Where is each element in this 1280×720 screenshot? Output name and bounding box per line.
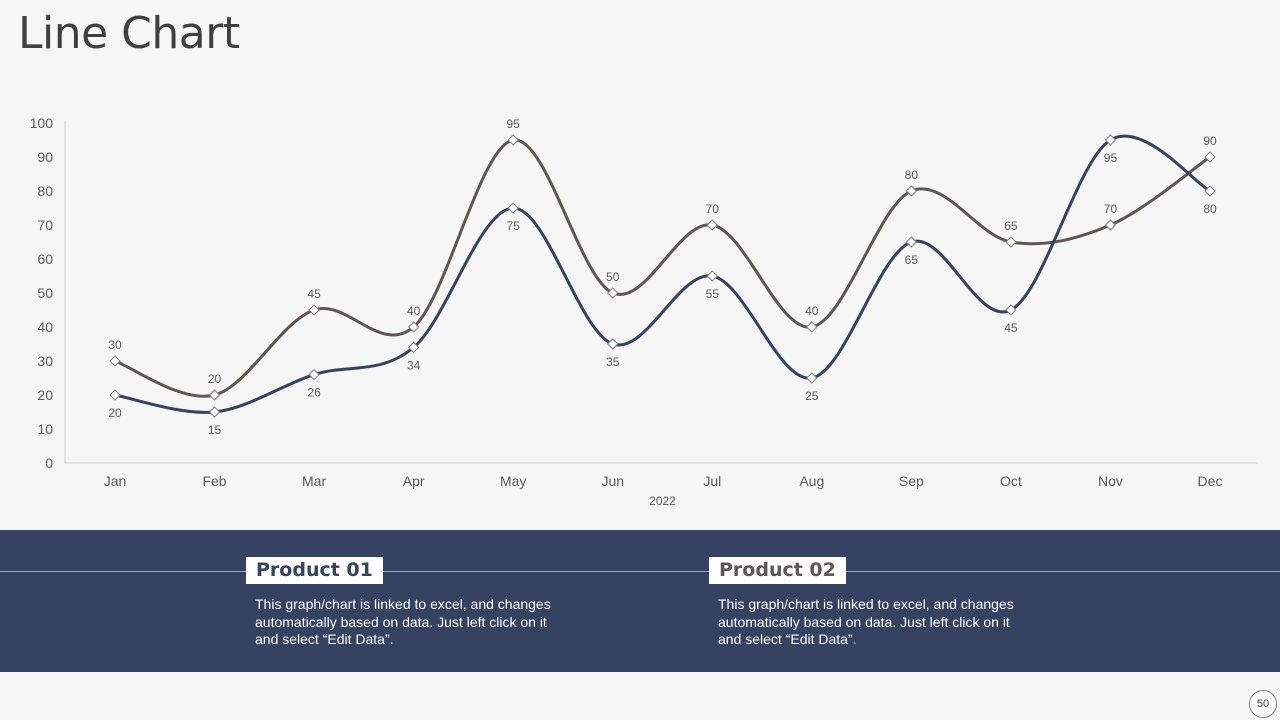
data-point-marker (1204, 185, 1216, 197)
y-tick-label: 50 (37, 285, 53, 301)
data-label: 80 (905, 168, 919, 182)
x-tick-label: Aug (799, 473, 824, 489)
product-01-label: Product 01 (246, 557, 383, 584)
x-tick-label: Mar (302, 473, 326, 489)
data-point-marker (507, 202, 519, 214)
data-label: 55 (706, 287, 720, 301)
data-label: 45 (1004, 321, 1018, 335)
data-point-marker (507, 134, 519, 146)
y-tick-label: 30 (37, 353, 53, 369)
data-label: 25 (805, 389, 819, 403)
data-point-marker (607, 338, 619, 350)
y-tick-label: 90 (37, 149, 53, 165)
data-point-marker (706, 219, 718, 231)
data-label: 90 (1203, 134, 1217, 148)
data-label: 34 (407, 358, 421, 372)
data-point-marker (208, 389, 221, 401)
data-point-marker (308, 368, 320, 381)
data-label: 75 (507, 219, 521, 233)
line-chart[interactable]: 0 10 20 30 40 50 60 70 80 90 100 Jan Feb Mar Apr May Jun… (0, 100, 1280, 520)
y-tick-label: 0 (45, 455, 53, 471)
x-tick-label: Jun (601, 473, 624, 489)
x-tick-label: May (500, 473, 526, 489)
data-label: 70 (706, 202, 720, 216)
data-point-marker (1005, 236, 1017, 248)
series-line-product-01 (114, 134, 1211, 414)
data-label: 20 (108, 406, 122, 420)
data-label: 65 (1004, 219, 1018, 233)
data-label: 40 (407, 304, 421, 318)
series-line-product-02 (114, 138, 1211, 398)
data-point-marker (308, 304, 320, 316)
data-label: 45 (307, 287, 321, 301)
data-point-marker (806, 321, 818, 333)
x-tick-label: Dec (1198, 473, 1223, 489)
data-label: 65 (905, 253, 919, 267)
data-point-marker (407, 321, 420, 333)
x-tick-label: Sep (899, 473, 924, 489)
x-tick-label: Apr (403, 473, 425, 489)
data-point-marker (109, 355, 121, 367)
x-tick-label: Jan (104, 473, 127, 489)
y-tick-label: 100 (30, 115, 54, 131)
y-tick-label: 80 (37, 183, 53, 199)
y-tick-label: 70 (37, 217, 53, 233)
x-tick-label: Oct (1000, 473, 1022, 489)
data-point-marker (607, 287, 619, 299)
data-label: 70 (1104, 202, 1118, 216)
product-02-label: Product 02 (709, 557, 846, 584)
x-tick-label: Jul (703, 473, 721, 489)
data-point-marker (109, 389, 121, 401)
y-tick-label: 60 (37, 251, 53, 267)
data-label: 30 (108, 338, 122, 352)
data-label: 80 (1203, 202, 1217, 216)
x-tick-label: Nov (1098, 473, 1123, 489)
data-point-marker (407, 341, 420, 354)
data-label: 95 (1104, 151, 1118, 165)
data-point-marker (1005, 304, 1017, 316)
data-point-marker (1104, 134, 1117, 146)
y-tick-label: 40 (37, 319, 53, 335)
data-label: 50 (606, 270, 620, 284)
product-02-description: This graph/chart is linked to excel, and… (718, 596, 1014, 647)
data-label: 95 (507, 117, 521, 131)
y-tick-label: 20 (37, 387, 53, 403)
data-point-marker (706, 270, 718, 282)
y-tick-label: 10 (37, 421, 53, 437)
product-info-band: Product 01 This graph/chart is linked to… (0, 530, 1280, 672)
data-label: 15 (208, 423, 222, 437)
data-point-marker (1104, 219, 1117, 231)
x-tick-label: Feb (202, 473, 226, 489)
data-point-marker (905, 185, 918, 197)
data-label: 20 (208, 372, 222, 386)
page-number: 50 (1249, 690, 1277, 718)
data-point-marker (1204, 151, 1216, 163)
data-point-marker (806, 372, 818, 384)
product-01-description: This graph/chart is linked to excel, and… (255, 596, 551, 647)
band-divider-line (0, 571, 1280, 572)
page-title: Line Chart (18, 8, 240, 59)
data-label: 35 (606, 355, 620, 369)
x-axis-title: 2022 (649, 494, 676, 508)
data-point-marker (208, 406, 221, 418)
data-label: 40 (805, 304, 819, 318)
data-label: 26 (307, 386, 321, 400)
data-point-marker (905, 236, 918, 248)
